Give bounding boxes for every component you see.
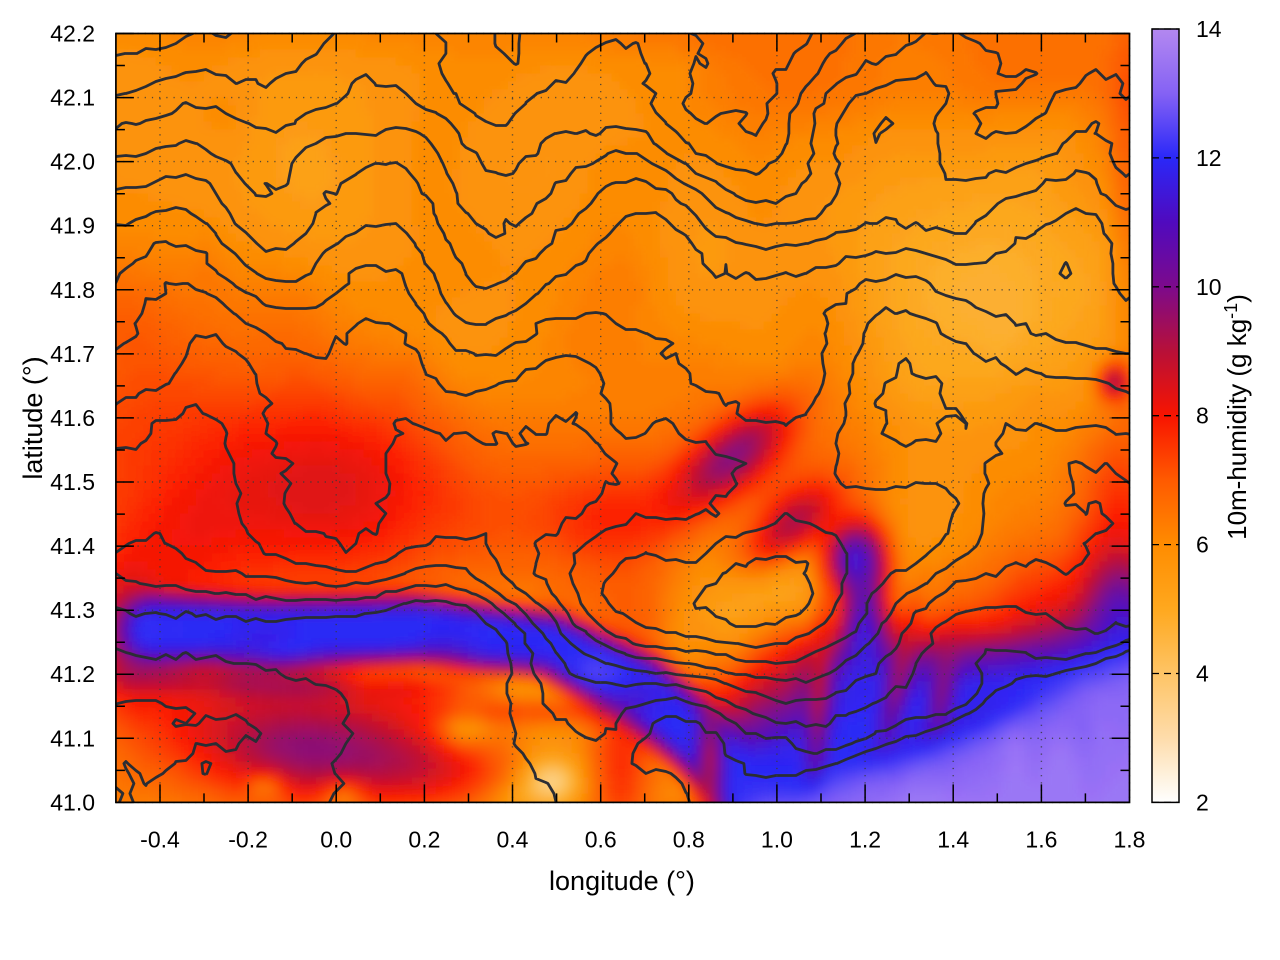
- svg-text:0.6: 0.6: [585, 827, 617, 853]
- svg-text:0.4: 0.4: [497, 827, 529, 853]
- svg-text:42.2: 42.2: [50, 21, 95, 47]
- svg-text:41.2: 41.2: [50, 661, 95, 687]
- svg-text:1.6: 1.6: [1025, 827, 1057, 853]
- svg-text:41.1: 41.1: [50, 725, 95, 751]
- svg-text:6: 6: [1196, 532, 1209, 558]
- svg-text:10: 10: [1196, 274, 1222, 300]
- svg-text:41.3: 41.3: [50, 597, 95, 623]
- svg-text:-0.4: -0.4: [140, 827, 180, 853]
- svg-text:4: 4: [1196, 661, 1209, 687]
- svg-text:12: 12: [1196, 145, 1222, 171]
- svg-text:2: 2: [1196, 789, 1209, 815]
- svg-text:0.0: 0.0: [320, 827, 352, 853]
- svg-text:41.9: 41.9: [50, 213, 95, 239]
- svg-text:14: 14: [1196, 16, 1222, 42]
- svg-text:-0.2: -0.2: [228, 827, 268, 853]
- svg-text:42.1: 42.1: [50, 85, 95, 111]
- svg-text:1.8: 1.8: [1114, 827, 1146, 853]
- svg-text:1.2: 1.2: [849, 827, 881, 853]
- svg-text:42.0: 42.0: [50, 149, 95, 175]
- svg-text:41.5: 41.5: [50, 469, 95, 495]
- svg-text:latitude (°): latitude (°): [18, 356, 48, 479]
- svg-text:longitude (°): longitude (°): [549, 866, 695, 896]
- svg-text:41.8: 41.8: [50, 277, 95, 303]
- svg-text:8: 8: [1196, 403, 1209, 429]
- svg-text:10m-humidity (g kg-1): 10m-humidity (g kg-1): [1221, 294, 1252, 540]
- svg-text:41.4: 41.4: [50, 533, 95, 559]
- svg-text:41.6: 41.6: [50, 405, 95, 431]
- svg-text:41.7: 41.7: [50, 341, 95, 367]
- svg-text:0.8: 0.8: [673, 827, 705, 853]
- svg-text:1.0: 1.0: [761, 827, 793, 853]
- svg-text:1.4: 1.4: [937, 827, 969, 853]
- svg-text:41.0: 41.0: [50, 789, 95, 815]
- svg-text:0.2: 0.2: [408, 827, 440, 853]
